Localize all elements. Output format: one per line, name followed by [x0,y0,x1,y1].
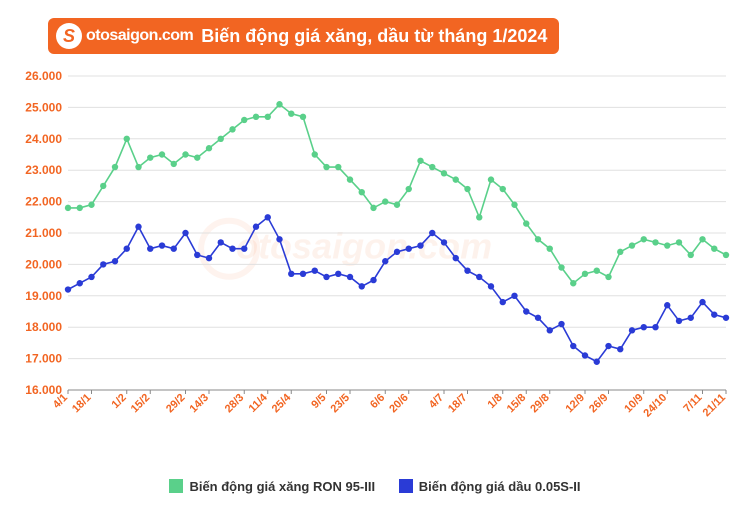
legend-item: Biến động giá dầu 0.05S-II [399,479,581,494]
legend-item: Biến động giá xăng RON 95-III [169,479,375,494]
svg-text:15/8: 15/8 [505,392,529,416]
svg-text:18/1: 18/1 [70,392,94,416]
chart-container: otosaigon.com16.00017.00018.00019.00020.… [12,70,738,450]
svg-text:26/9: 26/9 [587,392,611,416]
legend-swatch [399,479,413,493]
svg-text:29/2: 29/2 [164,392,188,416]
svg-text:4/7: 4/7 [427,392,446,411]
svg-text:21/11: 21/11 [701,392,729,420]
svg-text:20.000: 20.000 [25,257,62,271]
line-chart: otosaigon.com16.00017.00018.00019.00020.… [12,70,738,450]
svg-text:26.000: 26.000 [25,70,62,83]
legend-label: Biến động giá xăng RON 95-III [189,479,375,494]
svg-text:15/2: 15/2 [129,392,153,416]
svg-text:22.000: 22.000 [25,195,62,209]
svg-text:21.000: 21.000 [25,226,62,240]
svg-text:23/5: 23/5 [328,392,352,416]
svg-text:25.000: 25.000 [25,100,62,114]
svg-text:9/5: 9/5 [309,392,328,411]
svg-text:23.000: 23.000 [25,163,62,177]
header-bar: S otosaigon.com Biến động giá xăng, dầu … [48,18,559,54]
svg-text:17.000: 17.000 [25,352,62,366]
brand-logo-icon: S [56,23,82,49]
svg-text:24/10: 24/10 [641,392,669,420]
legend-swatch [169,479,183,493]
svg-text:16.000: 16.000 [25,383,62,397]
legend-label: Biến động giá dầu 0.05S-II [419,479,581,494]
brand: S otosaigon.com [54,21,195,51]
page: S otosaigon.com Biến động giá xăng, dầu … [0,0,750,512]
svg-text:14/3: 14/3 [187,392,211,416]
svg-text:6/6: 6/6 [368,392,387,411]
svg-text:18.000: 18.000 [25,320,62,334]
svg-text:25/4: 25/4 [270,391,294,415]
chart-title: Biến động giá xăng, dầu từ tháng 1/2024 [201,26,547,47]
svg-text:28/3: 28/3 [223,392,247,416]
svg-text:29/8: 29/8 [528,392,552,416]
svg-text:19.000: 19.000 [25,289,62,303]
svg-text:11/4: 11/4 [247,391,271,415]
svg-text:1/2: 1/2 [110,392,129,411]
brand-name: otosaigon.com [86,27,193,45]
svg-text:24.000: 24.000 [25,132,62,146]
svg-text:20/6: 20/6 [387,392,411,416]
legend: Biến động giá xăng RON 95-III Biến động … [0,479,750,497]
svg-text:18/7: 18/7 [446,392,470,416]
svg-text:1/8: 1/8 [486,392,505,411]
svg-text:12/9: 12/9 [563,392,587,416]
